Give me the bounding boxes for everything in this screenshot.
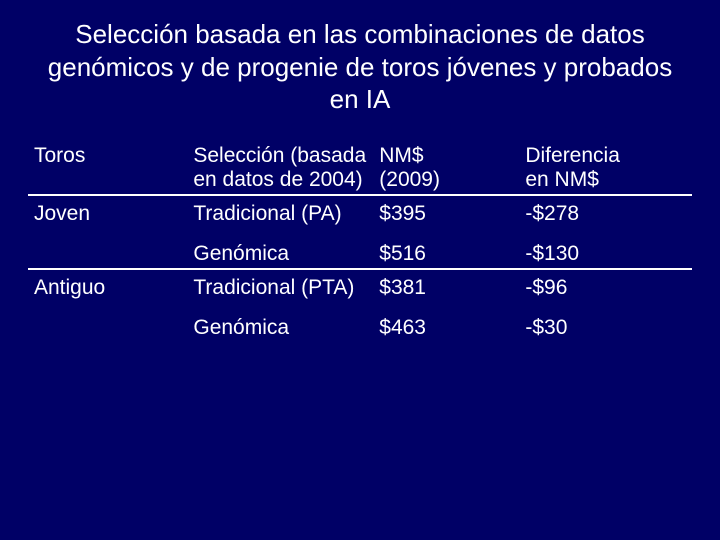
header-nm-line2: (2009)	[379, 168, 440, 191]
cell-nm: $516	[373, 236, 519, 269]
header-diff-line1: Diferencia	[525, 144, 620, 167]
cell-seleccion: Tradicional (PA)	[187, 195, 373, 236]
cell-nm: $381	[373, 269, 519, 310]
cell-seleccion: Tradicional (PTA)	[187, 269, 373, 310]
page-title: Selección basada en las combinaciones de…	[38, 18, 682, 116]
header-nm: NM$ (2009)	[373, 138, 519, 195]
cell-diff: -$96	[519, 269, 692, 310]
header-diff-line2: en NM$	[525, 168, 599, 191]
cell-empty	[28, 236, 187, 269]
cell-nm: $395	[373, 195, 519, 236]
group-label-joven: Joven	[28, 195, 187, 236]
table-row: Joven Tradicional (PA) $395 -$278	[28, 195, 692, 236]
table-row: Genómica $516 -$130	[28, 236, 692, 269]
cell-diff: -$30	[519, 310, 692, 350]
header-diff: Diferencia en NM$	[519, 138, 692, 195]
table-row: Antiguo Tradicional (PTA) $381 -$96	[28, 269, 692, 310]
header-toros: Toros	[28, 138, 187, 195]
cell-seleccion: Genómica	[187, 236, 373, 269]
group-label-antiguo: Antiguo	[28, 269, 187, 310]
header-seleccion: Selección (basada en datos de 2004)	[187, 138, 373, 195]
cell-diff: -$130	[519, 236, 692, 269]
header-nm-line1: NM$	[379, 144, 423, 167]
table-row: Genómica $463 -$30	[28, 310, 692, 350]
cell-seleccion: Genómica	[187, 310, 373, 350]
selection-table: Toros Selección (basada en datos de 2004…	[28, 138, 692, 350]
cell-empty	[28, 310, 187, 350]
cell-diff: -$278	[519, 195, 692, 236]
cell-nm: $463	[373, 310, 519, 350]
